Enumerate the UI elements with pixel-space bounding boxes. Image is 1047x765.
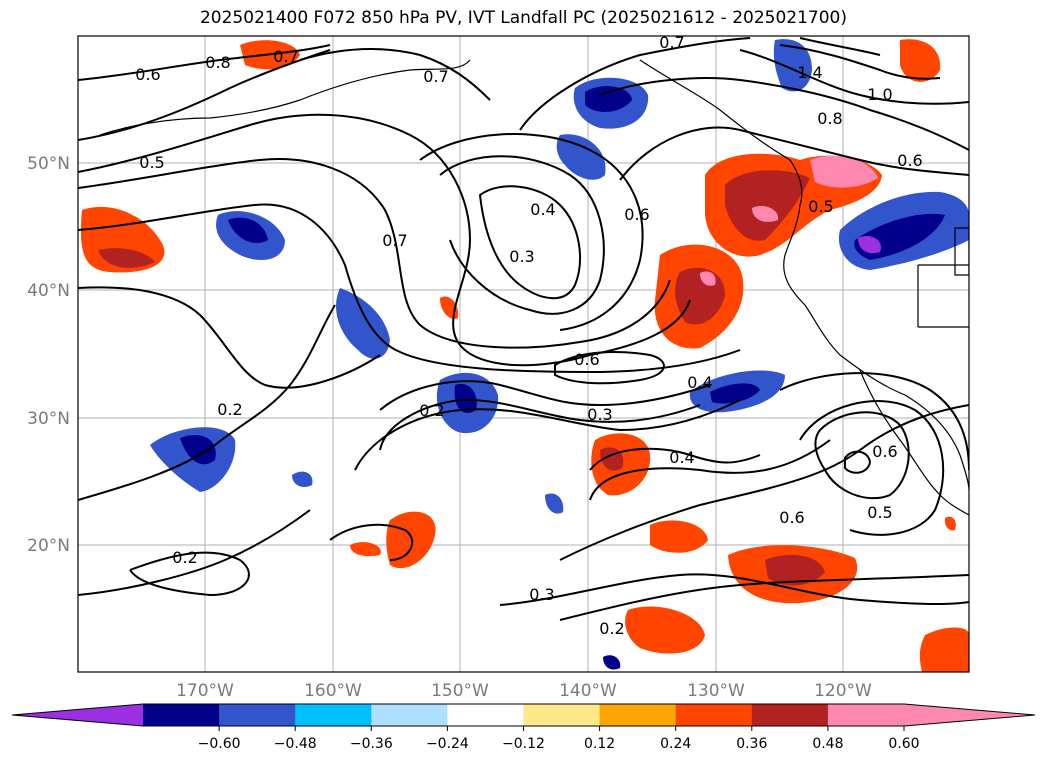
pv-max-area [810, 155, 878, 188]
contour-label: 0.2 [599, 619, 624, 638]
lon-label: 120°W [814, 681, 872, 701]
colorbar-segment [599, 704, 677, 726]
lon-label: 160°W [304, 681, 362, 701]
colorbar-segment [523, 704, 601, 726]
colorbar-tick-label: 0.48 [812, 736, 843, 752]
colorbar-segment [371, 704, 448, 726]
contour-label: 0.6 [872, 442, 897, 461]
colorbar-tick-label: −0.48 [274, 736, 317, 752]
contour-label: 0.7 [382, 231, 407, 250]
colorbar-outline [11, 703, 1036, 727]
contour-label: 0.6 [897, 151, 922, 170]
contour-label: 0.5 [139, 153, 164, 172]
contour-label: 0.2 [419, 401, 444, 420]
contour-label: 0.8 [205, 53, 230, 72]
contour-label: 0.6 [779, 508, 804, 527]
contour-label: 0.5 [808, 197, 833, 216]
pv-positive-area [625, 606, 705, 654]
contour-label: 0.3 [587, 405, 612, 424]
contour-label: 1.4 [797, 63, 822, 82]
latitude-labels: 50°N 40°N 30°N 20°N [27, 154, 70, 556]
pv-negative-core [228, 217, 268, 244]
pv-negative-core [603, 655, 621, 670]
map-title: 2025021400 F072 850 hPa PV, IVT Landfall… [199, 8, 847, 28]
pv-positive-area [900, 39, 941, 82]
colorbar-segment [295, 704, 372, 726]
colorbar-tick-label: 0.12 [584, 736, 615, 752]
pv-shading [80, 39, 969, 672]
contour-label: 1.0 [867, 85, 892, 104]
pv-negative-core [454, 383, 477, 413]
contour-labels: 0.8 0.7 0.6 0.7 0.5 0.7 1.4 1.0 0.8 0.6 … [135, 33, 922, 638]
lat-label: 30°N [27, 409, 70, 429]
pv-negative-area [545, 493, 564, 514]
ivt-contours [78, 37, 969, 621]
lat-label: 20°N [27, 536, 70, 556]
colorbar-extend-low [12, 704, 143, 726]
pv-positive-core [765, 554, 825, 586]
pv-negative-area [336, 288, 390, 359]
pv-negative-core [710, 383, 760, 404]
contour-label: 0.4 [687, 373, 712, 392]
colorbar: −0.60 −0.48 −0.36 −0.24 −0.12 0.12 0.24 0.36 0.4… [11, 703, 1036, 752]
contour-label: 0.6 [574, 350, 599, 369]
pv-negative-core [585, 86, 632, 112]
contour-label: 0.7 [423, 67, 448, 86]
contour-label: 0.7 [273, 47, 298, 66]
colorbar-segment [219, 704, 296, 726]
colorbar-segment [675, 704, 753, 726]
contour-label: 0.2 [217, 400, 242, 419]
lon-label: 150°W [431, 681, 489, 701]
lon-label: 130°W [687, 681, 745, 701]
lon-label: 170°W [176, 681, 234, 701]
colorbar-tick-label: 0.24 [660, 736, 691, 752]
lat-label: 50°N [27, 154, 70, 174]
contour-label: 0.7 [659, 33, 684, 52]
colorbar-segment [447, 704, 524, 726]
contour-label: 0.5 [867, 503, 892, 522]
coastlines [99, 59, 969, 516]
colorbar-tick-label: 0.36 [736, 736, 767, 752]
colorbar-segment [751, 704, 829, 726]
contour-label: 0.6 [135, 65, 160, 84]
colorbar-segment [143, 704, 220, 726]
colorbar-tick-label: −0.24 [426, 736, 469, 752]
pv-positive-area [386, 511, 436, 569]
pv-positive-area [944, 516, 956, 531]
contour-label: 0.6 [624, 205, 649, 224]
pv-positive-core [725, 170, 810, 241]
pv-max-area [752, 205, 779, 222]
pv-positive-area [919, 627, 969, 672]
longitude-labels: 170°W 160°W 150°W 140°W 130°W 120°W [176, 681, 872, 701]
contour-label: 0.3 [529, 585, 554, 604]
colorbar-extend-high [904, 704, 1035, 726]
colorbar-tick-label: −0.12 [502, 736, 545, 752]
colorbar-tick-label: −0.36 [350, 736, 393, 752]
contour-label: 0.3 [509, 247, 534, 266]
pv-negative-area [556, 134, 606, 180]
pv-negative-core [180, 434, 216, 465]
contour-label: 0.8 [817, 109, 842, 128]
lon-label: 140°W [559, 681, 617, 701]
contour-label: 0.4 [669, 448, 694, 467]
lat-label: 40°N [27, 281, 70, 301]
pv-min-area [858, 235, 881, 254]
pv-positive-area [350, 542, 381, 557]
pv-positive-area [650, 520, 708, 553]
contour-label: 0.2 [172, 548, 197, 567]
map-frame [77, 35, 970, 673]
contour-label: 0.4 [530, 200, 555, 219]
pv-negative-area [292, 471, 313, 487]
colorbar-segment [827, 704, 905, 726]
colorbar-tick-label: −0.60 [198, 736, 241, 752]
pv-positive-core [98, 248, 155, 268]
pv-max-area [700, 271, 716, 286]
pv-negative-area [773, 39, 812, 92]
colorbar-tick-label: 0.60 [888, 736, 919, 752]
